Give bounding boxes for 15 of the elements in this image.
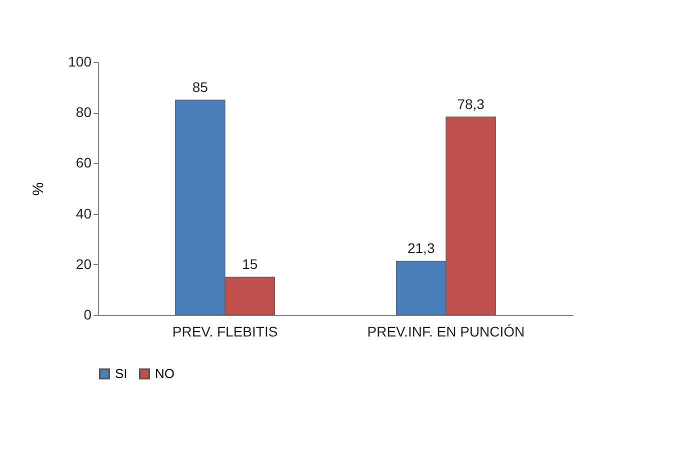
y-tick-label: 0 [84, 306, 92, 322]
y-axis-title: % [30, 182, 48, 196]
x-tick-label: PREV.INF. EN PUNCIÓN [367, 324, 525, 340]
x-tick-label: PREV. FLEBITIS [172, 324, 278, 340]
data-label: 78,3 [457, 96, 485, 112]
y-tick-label: 20 [76, 256, 92, 272]
y-tick-label: 80 [76, 104, 92, 120]
legend-label: SI [115, 366, 128, 381]
y-tick-label: 100 [68, 54, 92, 70]
data-label: 15 [242, 256, 258, 272]
data-label: 85 [192, 78, 208, 95]
data-label: 21,3 [407, 240, 435, 256]
y-tick-label: 40 [76, 205, 92, 222]
y-tick-label: 60 [76, 154, 92, 171]
legend-label: NO [155, 366, 174, 381]
